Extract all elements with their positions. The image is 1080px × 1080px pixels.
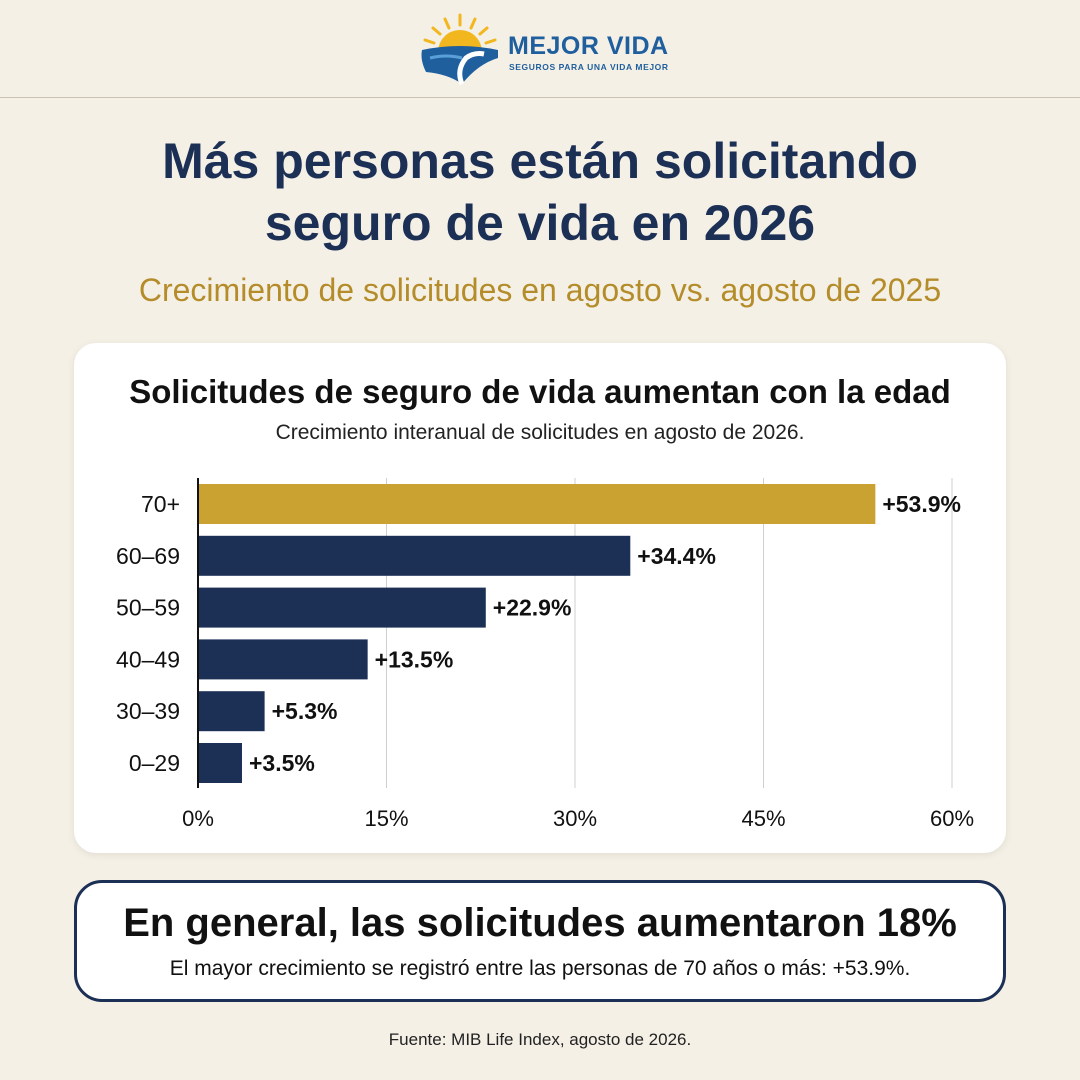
bar bbox=[198, 743, 242, 783]
bar bbox=[198, 535, 631, 576]
category-label: 50–59 bbox=[116, 595, 180, 621]
source-note: Fuente: MIB Life Index, agosto de 2026. bbox=[388, 1030, 692, 1049]
logo: MEJOR VIDA SEGUROS PARA UNA VIDA MEJOR bbox=[418, 12, 678, 88]
page-subtitle: Crecimiento de solicitudes en agosto vs.… bbox=[138, 272, 942, 308]
chart-card: Solicitudes de seguro de vida aumentan c… bbox=[74, 343, 1006, 853]
value-label: +53.9% bbox=[882, 491, 961, 517]
bar bbox=[198, 639, 368, 680]
bar-chart: 70+ +53.9% 60–69 +34.4% 50–59 +22.9% 40–49 +13.… bbox=[116, 478, 974, 831]
bar bbox=[198, 691, 265, 732]
sun-logo-icon bbox=[421, 13, 498, 85]
bar bbox=[198, 587, 486, 628]
summary-headline: En general, las solicitudes aumentaron 1… bbox=[123, 901, 957, 945]
chart-subtitle: Crecimiento interanual de solicitudes en… bbox=[275, 421, 805, 444]
page-title: Más personas están solicitando seguro de… bbox=[0, 130, 1080, 254]
x-tick-label: 60% bbox=[930, 806, 974, 831]
page-title-line1: Más personas están solicitando bbox=[162, 133, 918, 189]
x-tick-label: 30% bbox=[553, 806, 597, 831]
header: MEJOR VIDA SEGUROS PARA UNA VIDA MEJOR bbox=[0, 0, 1080, 98]
summary-box: En general, las solicitudes aumentaron 1… bbox=[74, 880, 1006, 1002]
value-label: +22.9% bbox=[493, 595, 572, 621]
x-tick-label: 0% bbox=[182, 806, 214, 831]
category-label: 40–49 bbox=[116, 646, 180, 672]
page-title-line2: seguro de vida en 2026 bbox=[264, 195, 816, 251]
value-label: +5.3% bbox=[272, 698, 338, 724]
brand-name: MEJOR VIDA bbox=[508, 32, 669, 60]
summary-text: El mayor crecimiento se registró entre l… bbox=[169, 957, 911, 980]
category-label: 70+ bbox=[141, 491, 180, 517]
value-label: +34.4% bbox=[637, 543, 716, 569]
category-label: 0–29 bbox=[129, 750, 180, 776]
x-tick-label: 15% bbox=[364, 806, 408, 831]
x-tick-label: 45% bbox=[741, 806, 785, 831]
brand-tagline: SEGUROS PARA UNA VIDA MEJOR bbox=[509, 62, 669, 72]
value-label: +13.5% bbox=[375, 646, 454, 672]
category-label: 30–39 bbox=[116, 698, 180, 724]
category-label: 60–69 bbox=[116, 543, 180, 569]
bar bbox=[198, 484, 876, 524]
chart-title: Solicitudes de seguro de vida aumentan c… bbox=[129, 373, 951, 410]
value-label: +3.5% bbox=[249, 750, 315, 776]
